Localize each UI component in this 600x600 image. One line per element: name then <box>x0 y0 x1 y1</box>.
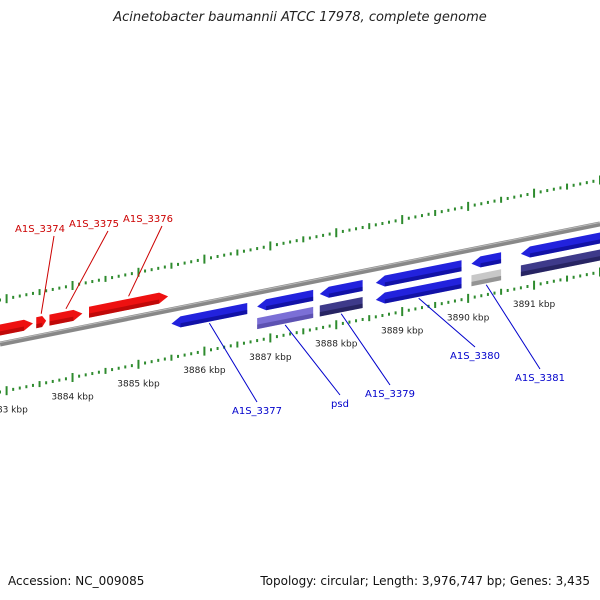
scale-label: 3883 kbp <box>0 406 28 416</box>
upper-scale-track <box>0 175 600 304</box>
feature-body <box>319 296 363 317</box>
gene-label: A1S_3380 <box>450 351 500 362</box>
feature-shade <box>480 259 502 268</box>
feature-body <box>471 269 502 287</box>
gene-label: A1S_3381 <box>515 373 565 384</box>
feature-shade <box>266 296 314 311</box>
label-leader <box>208 322 258 403</box>
feature-body <box>319 279 363 298</box>
feature-body <box>0 319 33 336</box>
label-leader <box>340 313 391 386</box>
scale-label: 3886 kbp <box>183 366 226 376</box>
reverse-feature <box>319 296 363 317</box>
gene-label: A1S_3375 <box>69 219 119 230</box>
backbone-highlight <box>0 222 600 343</box>
genome-title: Acinetobacter baumannii ATCC 17978, comp… <box>113 10 487 25</box>
feature-shade <box>384 267 462 287</box>
feature-labels: A1S_3374 A1S_3375 A1S_3376 A1S_3377 psd A1S_3… <box>15 214 565 417</box>
reverse-gene <box>471 252 502 268</box>
scale-label: 3888 kbp <box>315 340 358 350</box>
label-leader <box>418 297 476 348</box>
reverse-gene <box>257 289 314 311</box>
scale-label: 3887 kbp <box>249 353 292 363</box>
feature-shade <box>0 326 24 336</box>
feature-shade <box>36 322 43 329</box>
label-leader <box>65 230 109 310</box>
backbone-line <box>0 221 600 347</box>
feature-body <box>49 309 83 326</box>
feature-body <box>36 316 47 329</box>
feature-body <box>257 306 314 330</box>
gene-label: A1S_3379 <box>365 389 415 400</box>
feature-body <box>375 277 462 304</box>
scale-label: 3891 kbp <box>513 300 556 310</box>
scale-label: 3884 kbp <box>51 392 94 402</box>
reverse-feature <box>257 306 314 330</box>
feature-body <box>520 249 600 277</box>
label-leader <box>284 324 341 396</box>
label-leader <box>128 225 163 297</box>
label-leader <box>40 235 55 314</box>
feature-body <box>471 252 502 268</box>
scale-label: 3890 kbp <box>447 313 490 323</box>
forward-gene <box>89 292 169 318</box>
forward-gene <box>49 309 83 326</box>
feature-body <box>89 292 169 318</box>
gene-label: A1S_3377 <box>232 406 282 417</box>
feature-shade <box>180 309 248 328</box>
feature-shade <box>529 239 600 258</box>
feature-track <box>0 232 600 336</box>
feature-shade <box>49 316 74 326</box>
lower-scale-track: 3883 kbp 3884 kbp 3885 kbp 3886 kbp 3887 kbp… <box>0 267 600 416</box>
feature-body <box>257 289 314 311</box>
feature-shade <box>89 299 160 318</box>
feature-shade <box>319 303 363 317</box>
gene-label: A1S_3376 <box>123 214 173 225</box>
feature-shade <box>384 284 462 304</box>
forward-gene <box>0 319 33 336</box>
reverse-gene <box>520 232 600 258</box>
feature-body <box>375 260 462 287</box>
accession-text: Accession: NC_009085 <box>8 574 145 588</box>
feature-body <box>171 303 248 328</box>
genome-backbone <box>0 221 600 347</box>
feature-shade <box>471 275 502 287</box>
forward-gene <box>36 316 47 329</box>
gene-label: psd <box>331 399 349 410</box>
feature-body <box>520 232 600 258</box>
feature-shade <box>520 256 600 277</box>
reverse-feature <box>471 269 502 287</box>
gene-label: A1S_3374 <box>15 224 65 235</box>
reverse-gene <box>375 260 462 287</box>
reverse-gene <box>319 279 363 298</box>
label-leader <box>485 284 541 370</box>
feature-shade <box>257 313 314 330</box>
scale-label: 3885 kbp <box>117 379 160 389</box>
reverse-gene <box>171 303 248 328</box>
feature-shade <box>328 286 363 298</box>
reverse-gene <box>375 277 462 304</box>
scale-label: 3889 kbp <box>381 327 424 337</box>
reverse-feature <box>520 249 600 277</box>
genome-summary-text: Topology: circular; Length: 3,976,747 bp… <box>260 574 590 588</box>
